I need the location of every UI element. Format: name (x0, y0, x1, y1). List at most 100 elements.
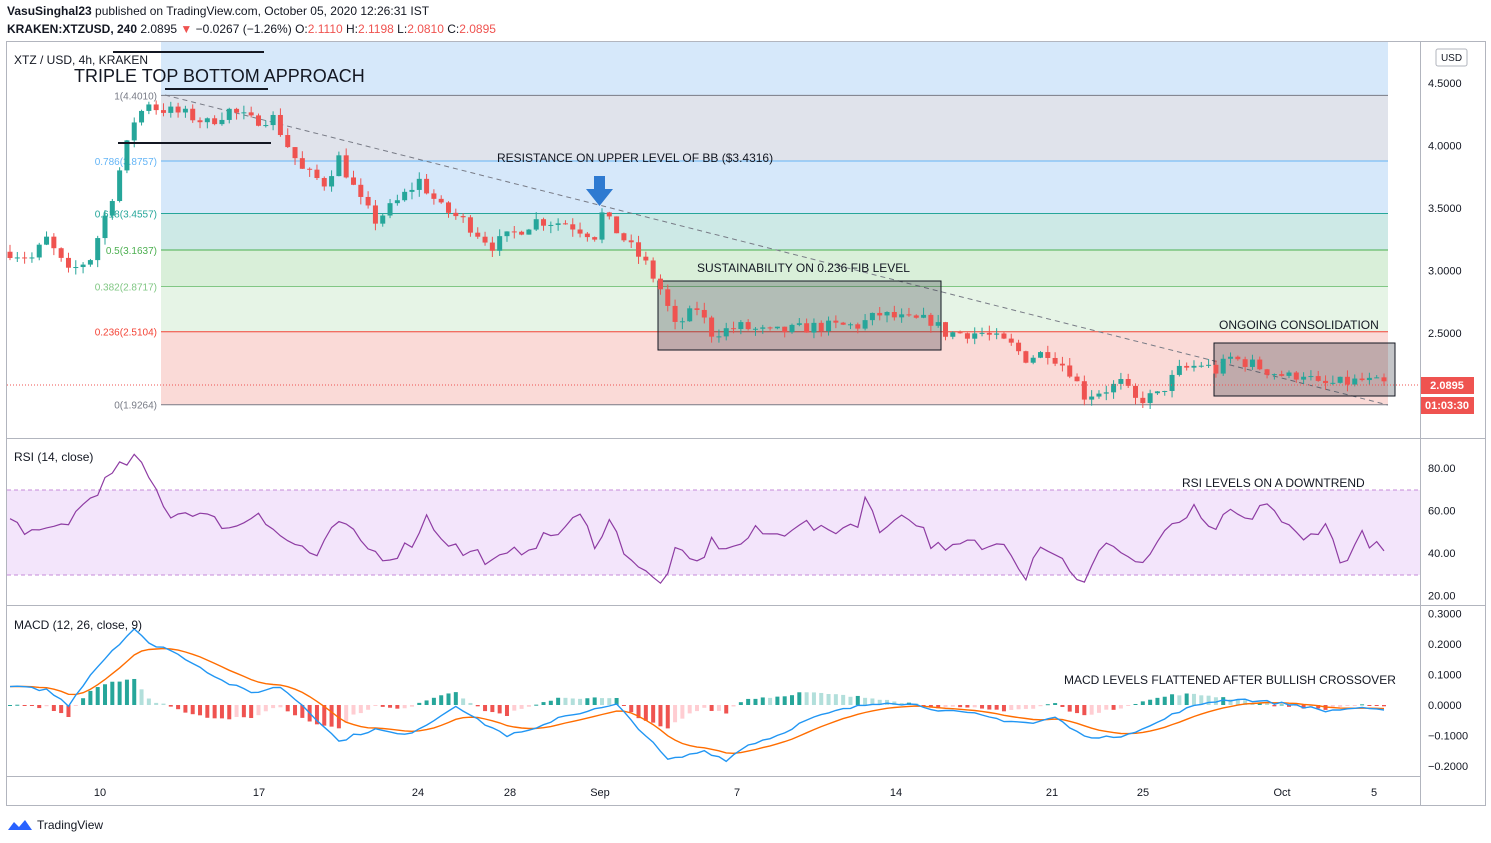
macd-hist-bar (614, 697, 619, 705)
candle-body (665, 289, 671, 306)
candle-body (709, 317, 715, 337)
macd-hist-bar (293, 705, 298, 716)
macd-hist-bar (490, 705, 495, 713)
candle-body (1352, 378, 1358, 385)
macd-hist-bar (811, 692, 816, 705)
candle-body (299, 158, 305, 169)
triple-top-annotation: TRIPLE TOP BOTTOM APPROACH (74, 66, 365, 86)
macd-hist-bar (314, 705, 319, 725)
macd-hist-bar (176, 705, 181, 710)
macd-hist-bar (790, 695, 795, 705)
macd-hist-bar (219, 705, 224, 719)
author-name[interactable]: VasuSinghal23 (7, 4, 92, 18)
macd-hist-bar (1177, 695, 1182, 705)
macd-hist-bar (453, 692, 458, 705)
macd-hist-bar (621, 705, 626, 706)
rsi-tick: 60.00 (1428, 506, 1456, 518)
candle-body (321, 178, 327, 187)
macd-hist-bar (1382, 705, 1386, 707)
macd-hist-bar (234, 705, 239, 717)
time-tick: 14 (890, 787, 902, 799)
candle-body (657, 278, 663, 290)
macd-hist-bar (263, 705, 268, 712)
candle-body (467, 217, 473, 233)
price-series (7, 100, 1387, 410)
candle-body (752, 328, 758, 330)
macd-hist-bar (1308, 705, 1313, 707)
macd-hist-bar (1360, 704, 1365, 706)
candle-body (351, 177, 356, 185)
fib-level-label: 0.236(2.5104) (95, 328, 157, 339)
candle-body (29, 257, 35, 259)
candle-body (628, 240, 634, 243)
fib-retracement[interactable]: 1(4.4010)0.786(3.8757)0.618(3.4557)0.5(3… (95, 42, 1388, 412)
tradingview-brand[interactable]: TradingView (7, 818, 103, 832)
candle-body (124, 140, 130, 171)
candle-body (1089, 396, 1095, 400)
fib-zone (161, 95, 1388, 162)
time-axis[interactable]: 10 17 24 28 Sep 7 14 21 25 Oct 5 (94, 787, 1377, 799)
candle-body (957, 332, 963, 334)
candle-body (679, 321, 685, 323)
candle-body (7, 251, 13, 258)
macd-hist-bar (366, 705, 371, 710)
time-tick: 24 (412, 787, 424, 799)
macd-hist-bar (738, 702, 743, 705)
macd-hist-bar (1155, 697, 1160, 705)
macd-hist-bar (124, 679, 129, 705)
macd-hist-bar (760, 697, 765, 705)
candle-body (475, 232, 481, 237)
candle-body (738, 322, 744, 330)
consolidation-box[interactable] (1213, 342, 1396, 397)
candle-body (22, 257, 28, 259)
macd-hist-bar (1104, 705, 1109, 710)
macd-hist-bar (183, 705, 188, 713)
macd-axis[interactable]: 0.3000 0.2000 0.1000 0.0000 −0.1000 −0.2000 (1428, 609, 1468, 774)
currency-button[interactable] (1435, 48, 1468, 67)
time-tick: 25 (1137, 787, 1149, 799)
macd-hist-bar (300, 705, 305, 718)
macd-hist-bar (950, 705, 955, 707)
candle-body (1249, 359, 1255, 367)
macd-hist-bar (402, 705, 407, 709)
macd-hist-bar (1038, 705, 1043, 707)
low-label: L: (397, 22, 408, 36)
macd-hist-bar (417, 702, 422, 705)
publish-info: VasuSinghal23 published on TradingView.c… (7, 4, 429, 18)
symbol-label: KRAKEN:XTZUSD, 240 (7, 22, 138, 36)
candle-body (153, 104, 159, 111)
candle-body (1286, 372, 1292, 376)
fib-level-label: 0(1.9264) (114, 401, 157, 412)
candle-body (160, 110, 166, 113)
macd-hist-bar (658, 705, 663, 727)
price-axis[interactable]: 4.5000 4.0000 3.5000 3.0000 2.5000 (1428, 78, 1462, 340)
price-change: −0.0267 (−1.26%) (195, 22, 292, 36)
sustainability-box[interactable] (657, 280, 942, 351)
macd-hist-bar (1272, 705, 1277, 707)
candle-body (972, 333, 978, 339)
macd-hist-bar (1367, 705, 1372, 706)
macd-tick: 0.1000 (1428, 670, 1462, 682)
currency-label: USD (1441, 53, 1462, 64)
macd-hist-bar (190, 705, 195, 715)
macd-hist-bar (556, 697, 561, 705)
macd-hist-bar (504, 705, 509, 717)
fib-level-label: 0.618(3.4557) (95, 210, 157, 221)
candle-body (891, 312, 897, 318)
macd-hist-bar (972, 705, 977, 708)
downtrend-line[interactable] (164, 94, 1389, 406)
macd-hist-bar (249, 705, 254, 719)
signal-line (9, 647, 1385, 755)
rsi-line (9, 453, 1385, 585)
chart-canvas[interactable]: 1(4.4010)0.786(3.8757)0.618(3.4557)0.5(3… (0, 38, 1491, 810)
candle-body (950, 332, 956, 337)
rsi-axis[interactable]: 80.00 60.00 40.00 20.00 (1428, 463, 1456, 603)
candle-body (409, 189, 415, 192)
candle-body (1176, 365, 1182, 375)
macd-hist-bar (943, 705, 948, 708)
candle-body (789, 324, 795, 333)
macd-hist-bar (687, 705, 692, 714)
candle-body (446, 202, 452, 213)
candle-body (1067, 365, 1073, 377)
candle-body (424, 178, 430, 194)
